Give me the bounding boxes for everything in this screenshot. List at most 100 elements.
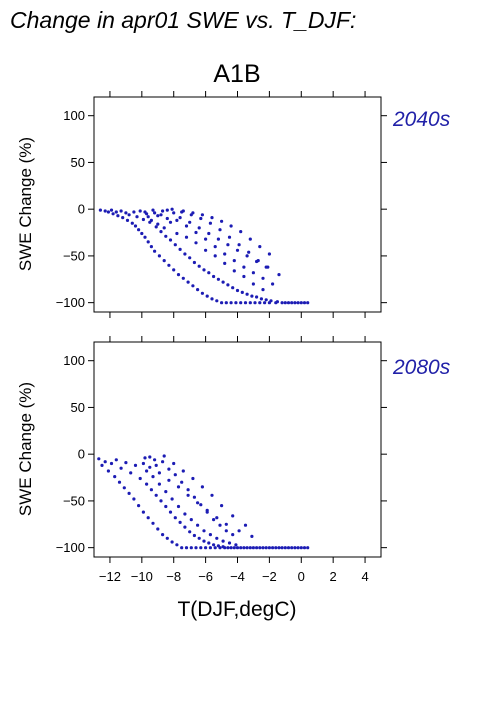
- data-point: [296, 546, 300, 550]
- data-point: [156, 527, 160, 531]
- data-point: [263, 301, 267, 305]
- data-point: [154, 493, 158, 497]
- data-point: [223, 261, 227, 265]
- data-point: [226, 546, 230, 550]
- data-point: [137, 504, 141, 508]
- data-point: [188, 256, 192, 260]
- data-point: [220, 504, 224, 508]
- data-point: [154, 225, 158, 229]
- data-point: [165, 536, 169, 540]
- data-point: [184, 224, 189, 228]
- data-point: [229, 546, 233, 550]
- data-point: [231, 286, 235, 290]
- data-point: [207, 271, 211, 275]
- data-point: [183, 512, 187, 516]
- data-point: [280, 301, 284, 305]
- data-point: [208, 546, 212, 550]
- data-point: [106, 469, 110, 473]
- data-point: [216, 277, 220, 281]
- x-axis: [109, 91, 366, 318]
- data-point: [191, 284, 195, 288]
- data-point: [199, 216, 203, 221]
- data-point: [98, 208, 102, 212]
- data-point: [212, 274, 216, 279]
- data-point: [191, 211, 195, 215]
- x-tick-label: 2: [330, 569, 337, 584]
- data-point: [184, 235, 189, 239]
- y-tick-label: 0: [78, 447, 85, 462]
- data-point: [280, 546, 284, 550]
- data-point: [231, 533, 235, 537]
- data-point: [253, 301, 257, 305]
- data-point: [267, 546, 271, 550]
- data-point: [251, 271, 255, 275]
- data-point: [250, 534, 254, 539]
- data-point: [243, 523, 248, 527]
- data-point: [250, 294, 254, 298]
- data-point: [168, 510, 173, 514]
- figure-title: Change in apr01 SWE vs. T_DJF:: [10, 7, 356, 33]
- scatter-points: [97, 454, 310, 550]
- data-point: [117, 480, 122, 484]
- data-point: [165, 208, 169, 212]
- x-tick-label: 4: [361, 569, 368, 584]
- data-point: [164, 234, 168, 238]
- data-point: [111, 212, 115, 216]
- data-point: [258, 245, 262, 249]
- data-point: [248, 237, 252, 241]
- data-point: [204, 248, 208, 252]
- data-point: [237, 243, 241, 247]
- data-point: [234, 543, 238, 547]
- data-point: [132, 210, 136, 214]
- data-point: [208, 533, 212, 537]
- data-point: [215, 536, 219, 540]
- plot-frame: [93, 96, 382, 313]
- data-point: [157, 254, 161, 258]
- data-point: [200, 485, 204, 489]
- data-point: [245, 292, 249, 296]
- data-point: [103, 460, 107, 464]
- data-point: [162, 226, 166, 230]
- data-point: [106, 210, 110, 214]
- data-point: [114, 210, 118, 214]
- data-point: [235, 546, 240, 550]
- data-point: [153, 249, 157, 253]
- x-tick-label: −6: [198, 569, 213, 584]
- data-point: [255, 295, 259, 299]
- data-point: [161, 533, 165, 537]
- y-tick-label: 50: [71, 400, 85, 415]
- data-point: [223, 546, 227, 550]
- data-point: [121, 216, 125, 220]
- data-point: [302, 546, 307, 550]
- data-point: [161, 209, 165, 213]
- data-point: [122, 486, 126, 490]
- data-point: [159, 213, 163, 217]
- data-point: [197, 226, 201, 230]
- data-point: [183, 252, 187, 256]
- x-axis-label: T(DJF,degC): [177, 598, 296, 621]
- data-point: [188, 530, 192, 534]
- data-point: [283, 546, 287, 550]
- data-point: [192, 533, 196, 538]
- data-point: [204, 237, 208, 241]
- data-point: [162, 454, 166, 458]
- data-point: [189, 518, 193, 522]
- data-point: [173, 243, 177, 247]
- data-point: [135, 215, 139, 219]
- x-axis: −12 −10 −8 −6 −4 −2 0 2 4: [99, 336, 369, 584]
- data-point: [178, 520, 182, 525]
- data-point: [156, 214, 160, 218]
- data-point: [299, 301, 303, 305]
- data-point: [100, 463, 104, 467]
- data-point: [168, 220, 173, 224]
- data-point: [146, 240, 150, 244]
- data-point: [146, 215, 150, 219]
- data-point: [208, 221, 212, 225]
- data-point: [167, 478, 171, 482]
- data-point: [231, 514, 235, 518]
- data-point: [261, 546, 265, 550]
- data-point: [133, 224, 138, 228]
- data-point: [232, 269, 236, 273]
- x-tick-label: −2: [262, 569, 277, 584]
- data-point: [242, 265, 246, 269]
